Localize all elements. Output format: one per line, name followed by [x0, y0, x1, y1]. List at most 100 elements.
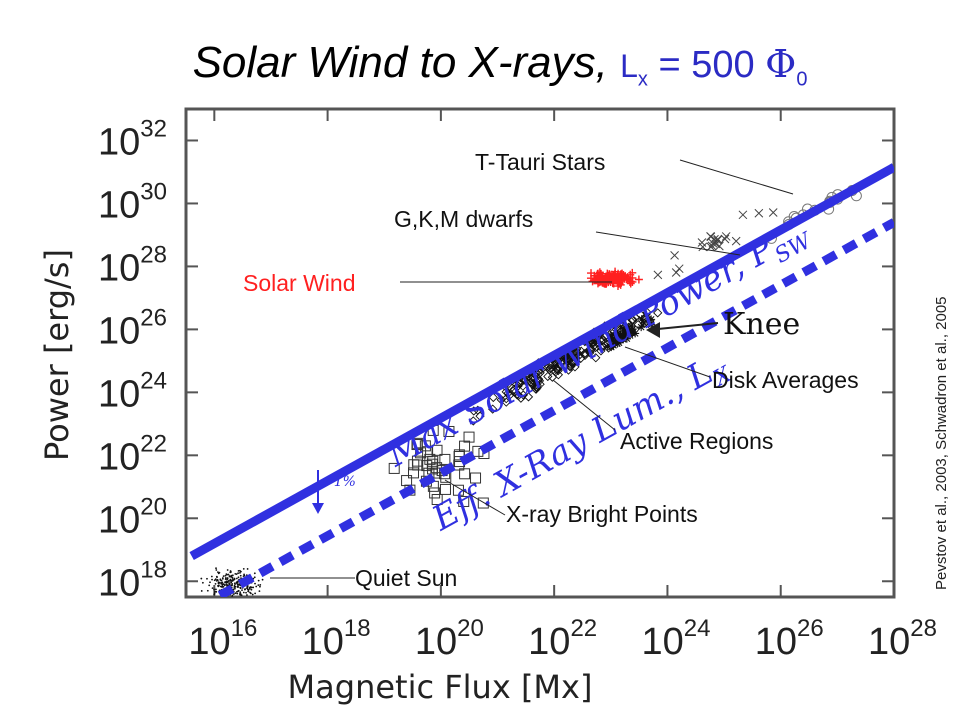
data-point — [252, 587, 254, 589]
data-point — [240, 587, 242, 589]
data-point — [225, 578, 227, 580]
data-point — [218, 572, 220, 574]
data-point — [223, 575, 225, 577]
data-point — [236, 581, 238, 583]
data-point — [222, 583, 224, 585]
data-point — [241, 599, 243, 601]
y-tick-label: 1026 — [98, 304, 167, 352]
gkm-dwarfs-label: G,K,M dwarfs — [394, 206, 533, 232]
data-point — [225, 584, 227, 586]
data-point — [239, 572, 241, 574]
data-point — [233, 593, 235, 595]
data-point — [215, 578, 217, 580]
y-tick-label: 1024 — [98, 367, 167, 415]
knee-label: Knee — [723, 307, 800, 342]
data-point — [254, 572, 256, 574]
data-point — [220, 578, 222, 580]
data-point — [227, 569, 229, 571]
data-point — [200, 578, 202, 580]
data-point — [244, 589, 246, 591]
y-tick-label: 1020 — [98, 493, 167, 541]
x-tick-label: 1018 — [302, 615, 371, 663]
data-point — [259, 586, 261, 588]
data-point — [238, 584, 240, 586]
data-point — [250, 599, 252, 601]
data-point — [217, 585, 219, 587]
data-point — [216, 580, 218, 582]
active-regions-label: Active Regions — [620, 428, 773, 454]
data-point — [251, 589, 253, 591]
data-point — [234, 583, 236, 585]
data-point — [207, 590, 209, 592]
data-point — [227, 578, 229, 580]
y-tick-label: 1030 — [98, 178, 167, 226]
data-point — [206, 578, 208, 580]
data-point — [243, 592, 245, 594]
data-point — [254, 576, 256, 578]
data-point — [232, 580, 234, 582]
data-point — [222, 577, 224, 579]
data-point — [247, 568, 249, 570]
data-point — [221, 582, 223, 584]
quiet-sun-label: Quiet Sun — [355, 565, 457, 591]
y-tick-label: 1018 — [98, 556, 167, 604]
data-point — [255, 586, 257, 588]
data-point — [225, 575, 227, 577]
data-point — [211, 579, 213, 581]
x-tick-label: 1020 — [415, 615, 484, 663]
data-point — [212, 587, 214, 589]
data-point — [236, 593, 238, 595]
x-tick-label: 1026 — [755, 615, 824, 663]
data-point — [225, 573, 227, 575]
data-point — [237, 572, 239, 574]
data-point — [218, 582, 220, 584]
y-tick-labels: 1018 1020 1022 1024 1026 1028 1030 1032 — [98, 115, 167, 604]
y-tick-label: 1028 — [98, 241, 167, 289]
x-tick-labels: 1016 1018 1020 1022 1024 1026 1028 — [188, 615, 937, 663]
data-point — [252, 594, 254, 596]
disk-averages-label: Disk Averages — [712, 367, 859, 393]
data-point — [216, 576, 218, 578]
data-point — [238, 570, 240, 572]
data-point — [214, 592, 216, 594]
y-tick-label: 1022 — [98, 430, 167, 478]
x-axis-title: Magnetic Flux [Mx] — [288, 668, 593, 706]
data-point — [250, 593, 252, 595]
data-point — [215, 567, 217, 569]
data-point — [230, 579, 232, 581]
data-point — [237, 590, 239, 592]
data-point — [240, 575, 242, 577]
data-point — [229, 582, 231, 584]
data-point — [246, 587, 248, 589]
data-point — [208, 585, 210, 587]
data-point — [249, 586, 251, 588]
x-tick-label: 1024 — [641, 615, 710, 663]
data-point — [231, 595, 233, 597]
data-point — [243, 568, 245, 570]
data-point — [241, 589, 243, 591]
data-point — [227, 582, 229, 584]
data-point — [221, 586, 223, 588]
data-point — [258, 580, 260, 582]
data-point — [238, 576, 240, 578]
citation: Pevstov et al., 2003, Schwadron et al., … — [933, 296, 950, 590]
data-point — [230, 570, 232, 572]
data-point — [262, 579, 264, 581]
data-point — [234, 573, 236, 575]
data-point — [254, 583, 256, 585]
data-point — [202, 582, 204, 584]
data-point — [214, 591, 216, 593]
data-point — [246, 594, 248, 596]
data-point — [231, 583, 233, 585]
data-point — [201, 590, 203, 592]
data-point — [248, 591, 250, 593]
data-point — [239, 591, 241, 593]
xray-bright-points-label: X-ray Bright Points — [506, 501, 698, 527]
t-tauri-label: T-Tauri Stars — [475, 149, 605, 175]
data-point — [237, 586, 239, 588]
data-point — [229, 576, 231, 578]
data-point — [231, 575, 233, 577]
solar-wind-label: Solar Wind — [243, 270, 355, 296]
data-point — [245, 592, 247, 594]
